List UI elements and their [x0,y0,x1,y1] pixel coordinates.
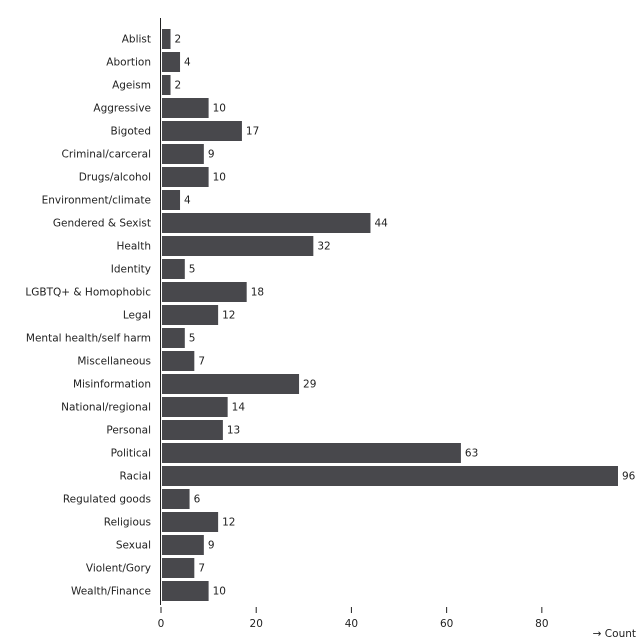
category-label: Racial [119,471,151,483]
value-label: 9 [208,540,215,552]
bar [162,328,185,348]
value-label: 96 [622,471,636,483]
bar [162,190,181,210]
bar [162,443,461,463]
category-label: Miscellaneous [77,356,151,368]
category-label: Environment/climate [42,195,151,207]
bar [162,305,219,325]
category-label: Gendered & Sexist [53,218,151,230]
category-label: Drugs/alcohol [79,172,151,184]
value-label: 63 [465,448,478,460]
category-label: Personal [106,425,151,437]
value-label: 10 [213,586,226,598]
value-label: 4 [184,195,191,207]
category-label: Aggressive [93,103,151,115]
value-label: 7 [198,356,205,368]
value-label: 2 [175,34,182,46]
x-axis-title: → Count [593,628,636,640]
category-label: National/regional [61,402,151,414]
bar [162,374,300,394]
bar [162,98,209,118]
category-label: Legal [123,310,151,322]
x-tick-label: 60 [440,618,453,630]
value-label: 12 [222,517,235,529]
value-label: 12 [222,310,235,322]
category-label: Political [111,448,151,460]
bar [162,52,181,72]
category-label: Wealth/Finance [71,586,151,598]
value-label: 13 [227,425,240,437]
bar [162,236,314,256]
value-label: 4 [184,57,191,69]
value-label: 32 [317,241,330,253]
bar [162,489,190,509]
category-label: Ageism [112,80,151,92]
category-label: Health [117,241,151,253]
bar [162,535,204,555]
bar [162,29,171,49]
value-label: 2 [175,80,182,92]
category-label: Misinformation [73,379,151,391]
bar [162,75,171,95]
value-label: 18 [251,287,264,299]
bar [162,420,223,440]
value-label: 5 [189,264,196,276]
bar [162,144,204,164]
bar [162,397,228,417]
category-label: LGBTQ+ & Homophobic [25,287,151,299]
value-label: 14 [232,402,246,414]
bars-layer [162,29,618,601]
value-label: 10 [213,103,226,115]
bar [162,351,195,371]
category-label: Abortion [106,57,151,69]
value-label: 44 [374,218,388,230]
x-tick-label: 20 [250,618,263,630]
value-label: 9 [208,149,215,161]
category-label: Mental health/self harm [26,333,151,345]
value-label: 7 [198,563,205,575]
bar [162,512,219,532]
category-label: Identity [111,264,151,276]
value-label: 29 [303,379,316,391]
value-label: 10 [213,172,226,184]
category-labels: Ablist Abortion Ageism Aggressive Bigoted Cri… [25,34,151,598]
bar [162,282,247,302]
bar [162,259,185,279]
category-label: Religious [104,517,151,529]
x-axis: 0 20 40 60 80 [158,607,549,630]
bar [162,213,371,233]
bar [162,558,195,578]
bar [162,466,618,486]
category-label: Ablist [122,34,151,46]
x-tick-label: 40 [345,618,358,630]
x-tick-label: 80 [535,618,548,630]
bar [162,121,242,141]
category-label: Sexual [116,540,151,552]
value-label: 6 [194,494,201,506]
bar [162,581,209,601]
bar [162,167,209,187]
category-label: Criminal/carceral [62,149,151,161]
category-label: Violent/Gory [86,563,151,575]
category-label: Regulated goods [63,494,151,506]
x-tick-label: 0 [158,618,165,630]
value-label: 17 [246,126,259,138]
value-label: 5 [189,333,196,345]
category-label: Bigoted [111,126,151,138]
